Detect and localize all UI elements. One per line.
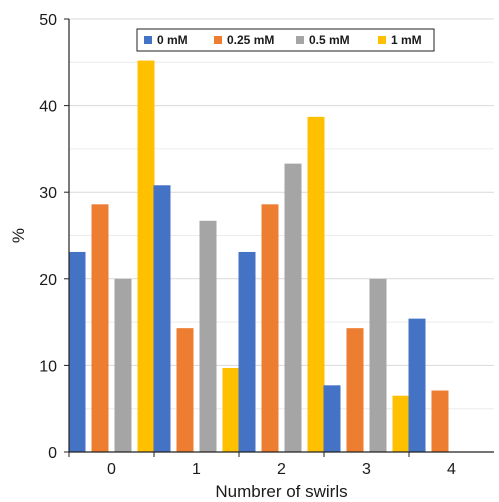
y-tick-label: 30 [39, 185, 57, 202]
bar-0-mm-cat-2 [238, 251, 256, 452]
bar-1-mm-cat-3 [392, 395, 410, 452]
legend-swatch [214, 36, 222, 44]
y-tick-label: 20 [39, 272, 57, 289]
x-tick-label: 1 [192, 461, 201, 478]
x-tick-label: 0 [107, 461, 116, 478]
x-tick-label: 4 [447, 461, 456, 478]
bar-0-25-mm-cat-0 [91, 204, 109, 452]
legend-box [136, 28, 435, 52]
legend-label: 0.25 mM [227, 33, 274, 47]
x-tick-label: 3 [362, 461, 371, 478]
axes [68, 19, 494, 453]
x-tick-label: 2 [277, 461, 286, 478]
bar-0-mm-cat-1 [153, 185, 171, 452]
x-tick-labels: 0 1 2 3 4 [68, 452, 456, 478]
bar-0-mm-cat-4 [408, 318, 426, 452]
legend-label: 1 mM [391, 33, 422, 47]
bars [68, 60, 449, 453]
legend-swatch [144, 36, 152, 44]
bar-0-5-mm-cat-2 [284, 163, 302, 452]
bar-1-mm-cat-1 [222, 367, 240, 452]
bar-0-25-mm-cat-4 [431, 390, 449, 452]
bar-0-25-mm-cat-3 [346, 328, 364, 452]
gridlines [69, 18, 494, 410]
bar-1-mm-cat-2 [307, 116, 325, 452]
y-tick-label: 50 [39, 12, 57, 29]
legend-swatch [296, 36, 304, 44]
legend-swatch [378, 36, 386, 44]
y-tick-label: 0 [48, 445, 57, 462]
bar-1-mm-cat-0 [137, 60, 155, 453]
bar-0-25-mm-cat-2 [261, 204, 279, 452]
y-tick-label: 40 [39, 99, 57, 116]
bar-0-mm-cat-3 [323, 385, 341, 452]
y-axis-title: % [9, 228, 28, 243]
bar-0-5-mm-cat-0 [114, 278, 132, 452]
bar-0-mm-cat-0 [68, 251, 86, 452]
legend-label: 0 mM [157, 33, 188, 47]
legend: 0 mM 0.25 mM 0.5 mM 1 mM [136, 28, 435, 52]
legend-label: 0.5 mM [309, 33, 350, 47]
x-axis-title: Numbrer of swirls [215, 482, 347, 501]
bar-0-25-mm-cat-1 [176, 328, 194, 452]
bar-0-5-mm-cat-3 [369, 278, 387, 452]
y-tick-label: 10 [39, 358, 57, 375]
y-tick-labels: 0 10 20 30 40 50 [39, 12, 69, 462]
bar-0-5-mm-cat-1 [199, 220, 217, 452]
